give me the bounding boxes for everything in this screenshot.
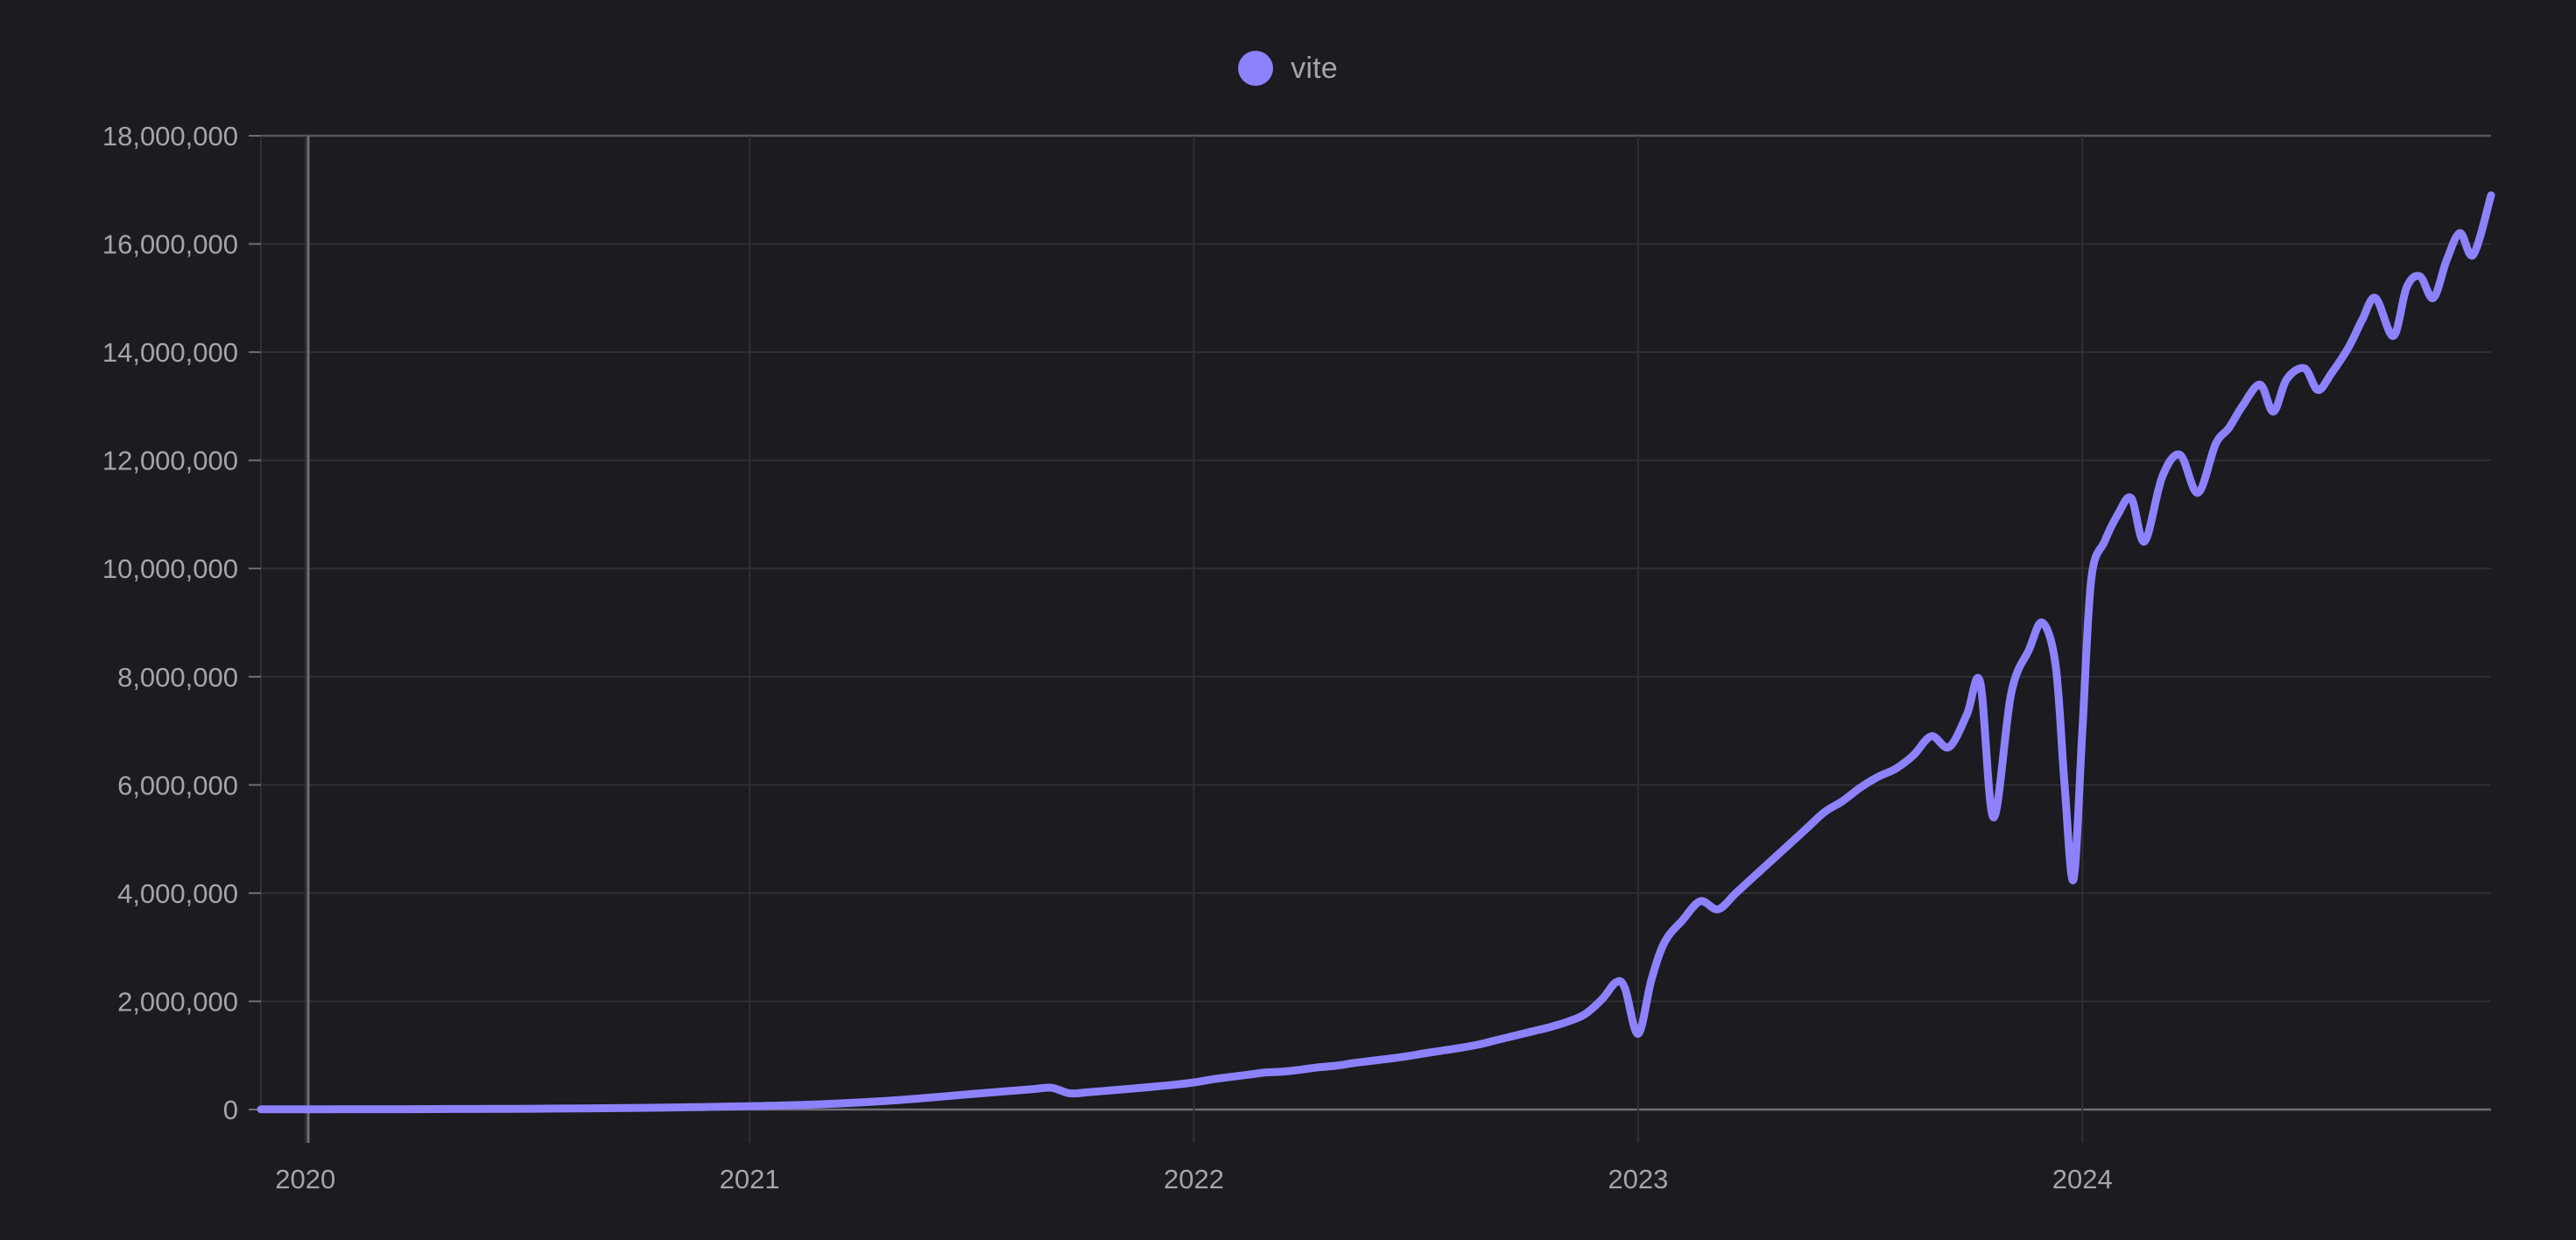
y-tick-label: 18,000,000 xyxy=(102,121,238,151)
y-tick-label: 16,000,000 xyxy=(102,229,238,260)
x-tick-label: 2021 xyxy=(720,1164,780,1194)
x-gridlines xyxy=(304,136,2084,1143)
x-tick-label: 2024 xyxy=(2052,1164,2113,1194)
x-axis-tick-labels: 2020 2021 2022 2023 2024 xyxy=(275,1164,2112,1194)
chart-legend: vite xyxy=(0,51,2576,86)
y-tick-label: 2,000,000 xyxy=(117,986,238,1017)
x-tick-label: 2023 xyxy=(1608,1164,1668,1194)
legend-item-label: vite xyxy=(1291,52,1338,85)
series-paths xyxy=(257,191,2495,1114)
y-gridlines xyxy=(261,134,2491,1111)
y-tick-label: 12,000,000 xyxy=(102,446,238,476)
y-tick-label: 8,000,000 xyxy=(117,662,238,693)
y-tick-label: 10,000,000 xyxy=(102,553,238,584)
x-tick-label: 2020 xyxy=(275,1164,335,1194)
y-tick-label: 0 xyxy=(223,1095,238,1125)
y-axis-tick-labels: 0 2,000,000 4,000,000 6,000,000 8,000,000 10,… xyxy=(102,121,238,1125)
y-tick-label: 4,000,000 xyxy=(117,878,238,909)
legend-item-vite[interactable]: vite xyxy=(1238,51,1338,86)
y-axis-line-group xyxy=(249,135,310,1143)
y-tick-label: 6,000,000 xyxy=(117,770,238,800)
series-line-vite[interactable] xyxy=(257,191,2495,1114)
x-tick-label: 2022 xyxy=(1164,1164,1224,1194)
y-tick-label: 14,000,000 xyxy=(102,337,238,368)
legend-color-swatch-icon xyxy=(1238,51,1274,86)
